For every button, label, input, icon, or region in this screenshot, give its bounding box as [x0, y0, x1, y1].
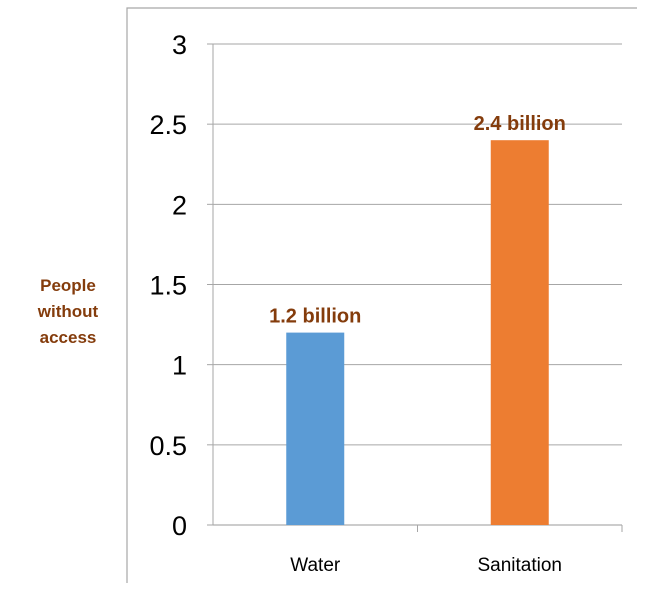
y-tick-label: 0.5 — [149, 431, 187, 461]
y-tick-label: 0 — [172, 511, 187, 541]
y-axis-label: People without access — [37, 276, 99, 347]
bar-water — [286, 332, 345, 525]
y-tick-label: 1 — [172, 351, 187, 381]
x-tick-label: Water — [290, 555, 341, 576]
data-label: 1.2 billion — [269, 306, 361, 328]
y-tick-label: 2 — [172, 190, 187, 220]
y-tick-label: 3 — [172, 30, 187, 60]
x-tick-label: Sanitation — [477, 555, 562, 576]
chart-frame — [126, 7, 637, 583]
y-tick-label: 2.5 — [149, 110, 187, 140]
y-tick-label: 1.5 — [149, 271, 187, 301]
bar-sanitation — [490, 140, 549, 525]
data-label: 2.4 billion — [474, 113, 566, 135]
